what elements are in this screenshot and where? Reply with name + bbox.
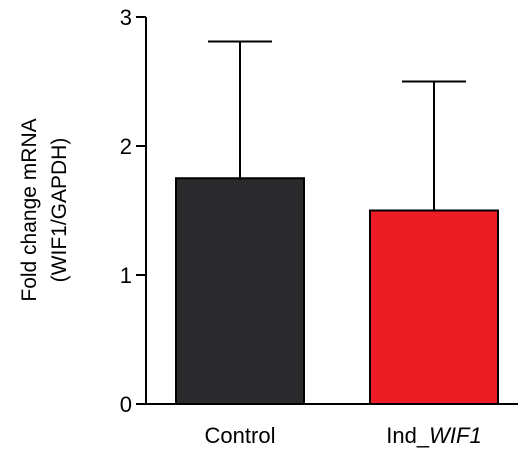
x-tick-label-text: Control xyxy=(205,423,276,448)
bar-control xyxy=(175,177,305,405)
error-bars xyxy=(208,40,466,211)
y-axis-title-line-1: Fold change mRNA xyxy=(18,118,41,301)
x-tick-labels: Control Ind_WIF1 xyxy=(205,423,482,448)
y-tick-label: 1 xyxy=(120,263,132,288)
y-tick-label: 2 xyxy=(120,134,132,159)
y-tick-label: 0 xyxy=(120,392,132,417)
bar-ind-wif1 xyxy=(369,209,499,405)
x-tick-label-text: Ind_ xyxy=(386,423,430,448)
y-tick-label: 3 xyxy=(120,5,132,30)
x-tick-label-italic: WIF1 xyxy=(429,423,482,448)
y-ticks: 0 1 2 3 xyxy=(120,5,146,417)
y-axis-title-line-2: (WIF1/GAPDH) xyxy=(48,138,71,283)
bars xyxy=(175,177,499,405)
y-axis-title: Fold change mRNA (WIF1/GAPDH) xyxy=(18,118,71,301)
x-tick-label: Control xyxy=(205,423,276,448)
x-tick-label: Ind_WIF1 xyxy=(386,423,481,448)
x-axis: Control Ind_WIF1 xyxy=(146,403,518,448)
y-axis: 0 1 2 3 xyxy=(120,5,147,417)
